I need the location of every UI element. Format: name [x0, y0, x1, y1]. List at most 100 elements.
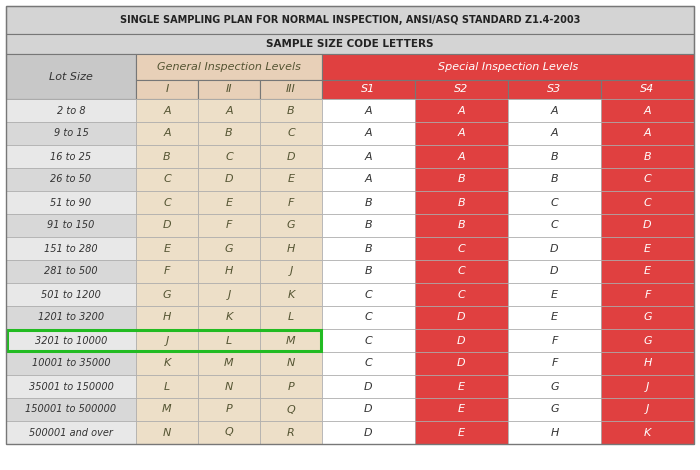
- Text: E: E: [644, 243, 651, 253]
- Text: K: K: [644, 428, 651, 438]
- Bar: [198, 375, 260, 398]
- Text: II: II: [225, 85, 232, 94]
- Bar: [136, 80, 198, 99]
- Text: K: K: [288, 290, 295, 299]
- Text: P: P: [225, 405, 232, 415]
- Bar: [136, 375, 198, 398]
- Text: N: N: [287, 359, 295, 368]
- Bar: [260, 191, 322, 214]
- Bar: [322, 168, 415, 191]
- Text: H: H: [225, 266, 233, 276]
- Bar: [6, 421, 136, 444]
- Bar: [601, 421, 694, 444]
- Bar: [415, 375, 508, 398]
- Text: C: C: [643, 174, 652, 185]
- Text: E: E: [551, 313, 558, 322]
- Bar: [601, 122, 694, 145]
- Bar: [415, 99, 508, 122]
- Bar: [322, 329, 415, 352]
- Text: H: H: [287, 243, 295, 253]
- Text: S4: S4: [640, 85, 654, 94]
- Text: S1: S1: [361, 85, 376, 94]
- Bar: [322, 398, 415, 421]
- Bar: [260, 145, 322, 168]
- Text: F: F: [288, 197, 294, 207]
- Text: F: F: [644, 290, 651, 299]
- Bar: [260, 329, 322, 352]
- Text: H: H: [163, 313, 172, 322]
- Bar: [260, 398, 322, 421]
- Bar: [136, 352, 198, 375]
- Text: C: C: [365, 313, 372, 322]
- Text: General Inspection Levels: General Inspection Levels: [157, 62, 301, 72]
- Text: E: E: [458, 382, 465, 392]
- Text: R: R: [287, 428, 295, 438]
- Bar: [260, 375, 322, 398]
- Bar: [136, 54, 322, 80]
- Text: A: A: [644, 128, 651, 139]
- Text: G: G: [643, 336, 652, 345]
- Bar: [322, 54, 694, 80]
- Bar: [198, 80, 260, 99]
- Bar: [508, 421, 601, 444]
- Bar: [508, 237, 601, 260]
- Text: J: J: [289, 266, 293, 276]
- Text: C: C: [458, 290, 466, 299]
- Bar: [136, 168, 198, 191]
- Bar: [198, 214, 260, 237]
- Text: E: E: [458, 405, 465, 415]
- Bar: [601, 306, 694, 329]
- Text: A: A: [458, 151, 466, 162]
- Bar: [6, 214, 136, 237]
- Text: B: B: [365, 220, 372, 230]
- Bar: [601, 398, 694, 421]
- Text: J: J: [646, 382, 649, 392]
- Text: 91 to 150: 91 to 150: [48, 220, 94, 230]
- Text: A: A: [225, 105, 233, 116]
- Text: C: C: [643, 197, 652, 207]
- Bar: [6, 352, 136, 375]
- Bar: [7, 330, 321, 351]
- Bar: [508, 306, 601, 329]
- Text: C: C: [365, 359, 372, 368]
- Bar: [322, 237, 415, 260]
- Bar: [6, 99, 136, 122]
- Text: A: A: [644, 105, 651, 116]
- Text: C: C: [458, 266, 466, 276]
- Bar: [198, 306, 260, 329]
- Text: D: D: [457, 336, 466, 345]
- Text: S3: S3: [547, 85, 561, 94]
- Bar: [198, 168, 260, 191]
- Bar: [198, 145, 260, 168]
- Text: B: B: [458, 197, 466, 207]
- Bar: [415, 191, 508, 214]
- Text: M: M: [224, 359, 234, 368]
- Bar: [322, 214, 415, 237]
- Text: A: A: [163, 105, 171, 116]
- Bar: [136, 329, 198, 352]
- Text: M: M: [286, 336, 296, 345]
- Bar: [601, 80, 694, 99]
- Bar: [415, 122, 508, 145]
- Text: K: K: [163, 359, 171, 368]
- Bar: [136, 306, 198, 329]
- Bar: [508, 99, 601, 122]
- Bar: [601, 352, 694, 375]
- Bar: [260, 214, 322, 237]
- Text: A: A: [365, 105, 372, 116]
- Bar: [415, 237, 508, 260]
- Text: SINGLE SAMPLING PLAN FOR NORMAL INSPECTION, ANSI/ASQ STANDARD Z1.4-2003: SINGLE SAMPLING PLAN FOR NORMAL INSPECTI…: [120, 15, 580, 25]
- Bar: [322, 99, 415, 122]
- Bar: [198, 421, 260, 444]
- Bar: [6, 6, 694, 34]
- Text: F: F: [552, 359, 558, 368]
- Text: C: C: [287, 128, 295, 139]
- Bar: [508, 168, 601, 191]
- Text: E: E: [551, 290, 558, 299]
- Text: Special Inspection Levels: Special Inspection Levels: [438, 62, 578, 72]
- Bar: [6, 191, 136, 214]
- Bar: [6, 283, 136, 306]
- Bar: [601, 99, 694, 122]
- Bar: [136, 191, 198, 214]
- Bar: [198, 352, 260, 375]
